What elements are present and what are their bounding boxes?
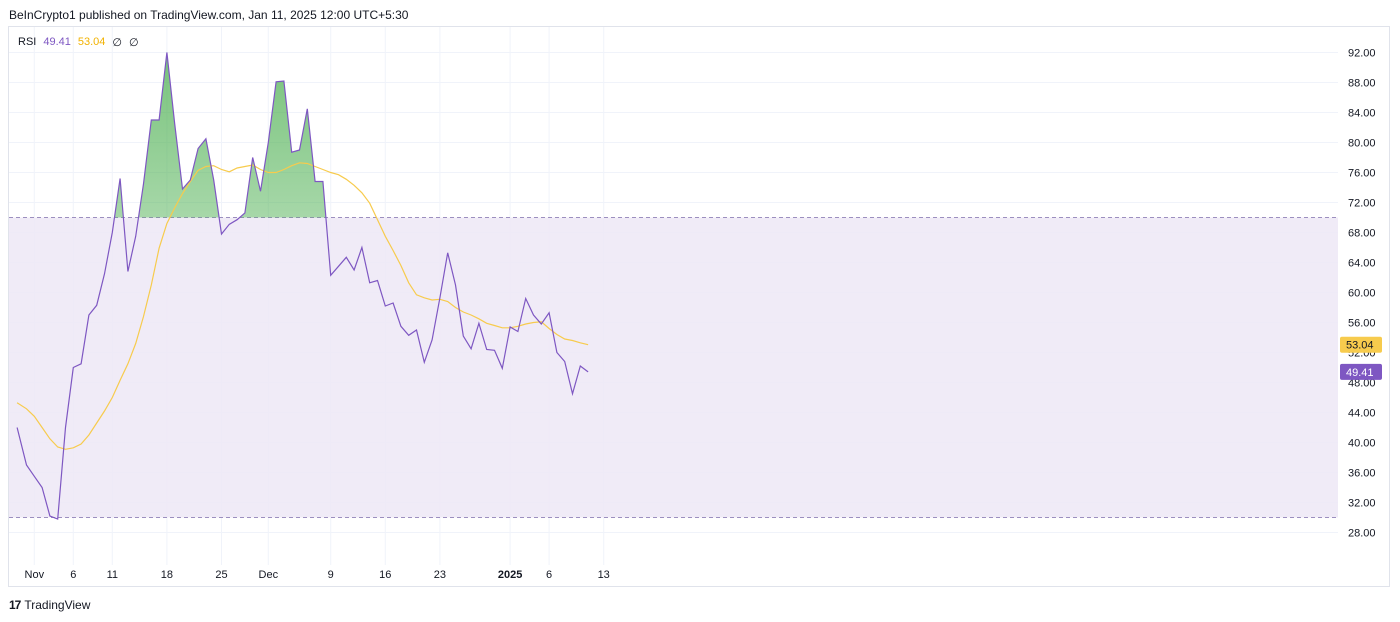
x-tick-label: Dec xyxy=(259,569,279,581)
y-tick-label: 88.00 xyxy=(1348,78,1376,90)
y-tick-label: 68.00 xyxy=(1348,228,1376,240)
value-badge-label: 53.04 xyxy=(1346,340,1374,352)
y-tick-label: 76.00 xyxy=(1348,168,1376,180)
null-value-1: ∅ xyxy=(112,37,122,49)
y-tick-label: 28.00 xyxy=(1348,528,1376,540)
x-tick-label: 6 xyxy=(546,569,552,581)
value-badge-label: 49.41 xyxy=(1346,367,1374,379)
y-tick-label: 36.00 xyxy=(1348,468,1376,480)
x-tick-label: 9 xyxy=(328,569,334,581)
x-tick-label: 2025 xyxy=(498,569,522,581)
x-tick-label: Nov xyxy=(25,569,45,581)
published-by-text: BeInCrypto1 published on TradingView.com… xyxy=(9,8,409,22)
value-badge xyxy=(1340,363,1382,380)
rsi-line xyxy=(16,52,589,520)
null-value-2: ∅ xyxy=(129,37,139,49)
y-tick-label: 48.00 xyxy=(1348,378,1376,390)
chart-frame[interactable] xyxy=(8,26,1390,587)
y-tick-label: 60.00 xyxy=(1348,288,1376,300)
rsi-legend-value: 49.41 xyxy=(43,36,71,48)
x-tick-label: 25 xyxy=(215,569,227,581)
footer: 17 TradingView xyxy=(9,598,90,612)
x-tick-label: 16 xyxy=(379,569,391,581)
y-tick-label: 84.00 xyxy=(1348,108,1376,120)
x-tick-label: 6 xyxy=(70,569,76,581)
y-tick-label: 80.00 xyxy=(1348,138,1376,150)
indicator-legend[interactable]: RSI 49.41 53.04 ∅ ∅ xyxy=(18,36,139,49)
x-axis: Nov 6 11 18 25 Dec 9 16 23 2025 6 13 xyxy=(25,569,610,581)
value-badge xyxy=(1340,336,1382,353)
rsi-neutral-band xyxy=(9,217,1338,518)
x-tick-label: 13 xyxy=(598,569,610,581)
price-badges: 53.04 49.41 xyxy=(1340,336,1382,380)
ma-legend-value: 53.04 xyxy=(77,36,106,48)
y-tick-label: 44.00 xyxy=(1348,408,1376,420)
rsi-ma-line xyxy=(16,162,589,450)
y-tick-label: 72.00 xyxy=(1348,198,1376,210)
y-axis: 92.00 88.00 84.00 80.00 76.00 72.00 68.00 64.00… xyxy=(1348,48,1376,540)
tradingview-brand: TradingView xyxy=(24,598,91,612)
tradingview-logo-icon: 17 xyxy=(9,598,21,612)
x-tick-label: 11 xyxy=(107,569,118,581)
y-tick-label: 56.00 xyxy=(1348,318,1376,330)
y-tick-label: 32.00 xyxy=(1348,498,1376,510)
indicator-name: RSI xyxy=(18,36,37,48)
x-tick-label: 23 xyxy=(434,569,446,581)
y-tick-label: 40.00 xyxy=(1348,438,1376,450)
x-tick-label: 18 xyxy=(161,569,173,581)
y-tick-label: 92.00 xyxy=(1348,48,1376,60)
y-tick-label: 64.00 xyxy=(1348,258,1376,270)
